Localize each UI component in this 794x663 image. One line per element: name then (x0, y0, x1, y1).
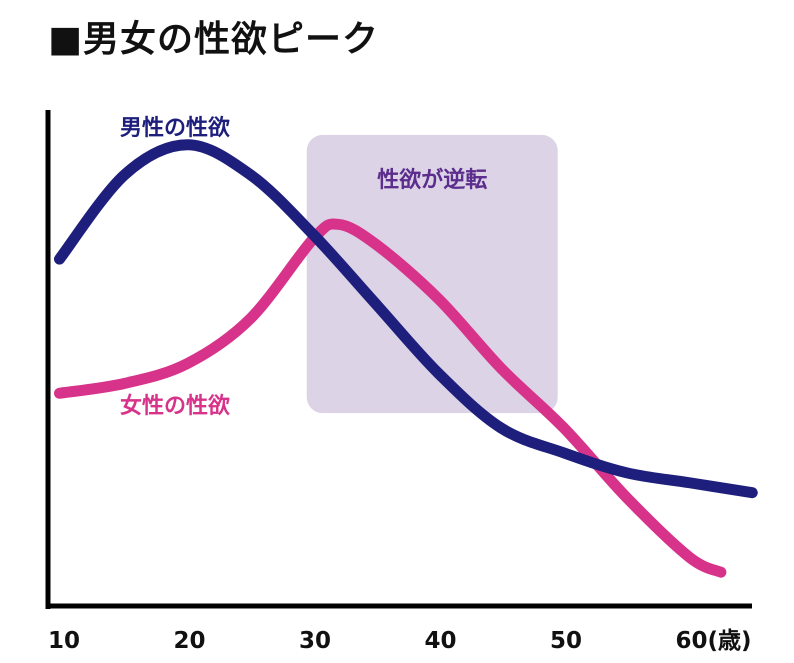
x-tick-label: 20 (174, 628, 206, 654)
x-tick-label: 40 (425, 628, 457, 654)
x-tick-label: 60(歳) (676, 628, 752, 654)
annotation-label: 性欲が逆転 (377, 167, 487, 193)
chart-title: ■男女の性欲ピーク (48, 19, 380, 60)
annotation-box (306, 134, 558, 414)
x-tick-label: 10 (48, 628, 80, 654)
female-series-label: 女性の性欲 (120, 393, 230, 419)
female-series-line (53, 218, 727, 578)
x-tick-label: 30 (299, 628, 331, 654)
male-series-line (53, 139, 758, 499)
male-series-label: 男性の性欲 (120, 115, 230, 141)
x-tick-label: 50 (550, 628, 582, 654)
